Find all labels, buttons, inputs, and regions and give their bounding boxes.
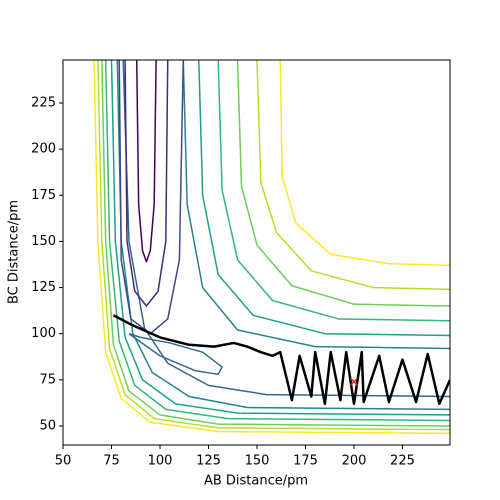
x-tick-label: 50 xyxy=(55,454,72,469)
contour-line xyxy=(279,60,450,267)
y-axis-label: BC Distance/pm xyxy=(7,200,22,304)
marker xyxy=(349,377,359,386)
contour-line xyxy=(135,60,157,263)
x-tick-label: 150 xyxy=(245,454,270,469)
y-tick-label: 50 xyxy=(39,418,56,433)
contour-line xyxy=(110,60,450,416)
plot-area xyxy=(93,60,450,435)
contour-line xyxy=(93,60,450,435)
contour-line xyxy=(124,60,169,307)
y-tick-label: 125 xyxy=(31,280,56,295)
y-tick-label: 200 xyxy=(31,142,56,157)
contour-line xyxy=(256,60,450,291)
x-tick-label: 225 xyxy=(390,454,415,469)
contour-line xyxy=(97,60,450,431)
x-tick-label: 175 xyxy=(293,454,318,469)
x-axis-label: AB Distance/pm xyxy=(204,474,308,489)
contour-line xyxy=(122,60,450,398)
contour-line xyxy=(182,60,450,350)
y-tick-label: 225 xyxy=(31,96,56,111)
y-tick-label: 175 xyxy=(31,188,56,203)
contour-line xyxy=(104,60,450,422)
marker-cross xyxy=(349,377,359,386)
trajectory xyxy=(112,314,450,406)
x-tick-label: 125 xyxy=(196,454,221,469)
y-tick-label: 100 xyxy=(31,326,56,341)
y-tick-label: 75 xyxy=(39,372,56,387)
contour-line xyxy=(236,60,450,307)
contour-line xyxy=(118,60,185,335)
x-tick-label: 75 xyxy=(103,454,120,469)
contour-line xyxy=(128,332,223,376)
contour-line xyxy=(198,60,450,337)
y-tick-label: 150 xyxy=(31,234,56,249)
x-tick-label: 100 xyxy=(148,454,173,469)
x-tick-label: 200 xyxy=(342,454,367,469)
contour-line xyxy=(217,60,450,322)
contour-line xyxy=(101,60,450,427)
